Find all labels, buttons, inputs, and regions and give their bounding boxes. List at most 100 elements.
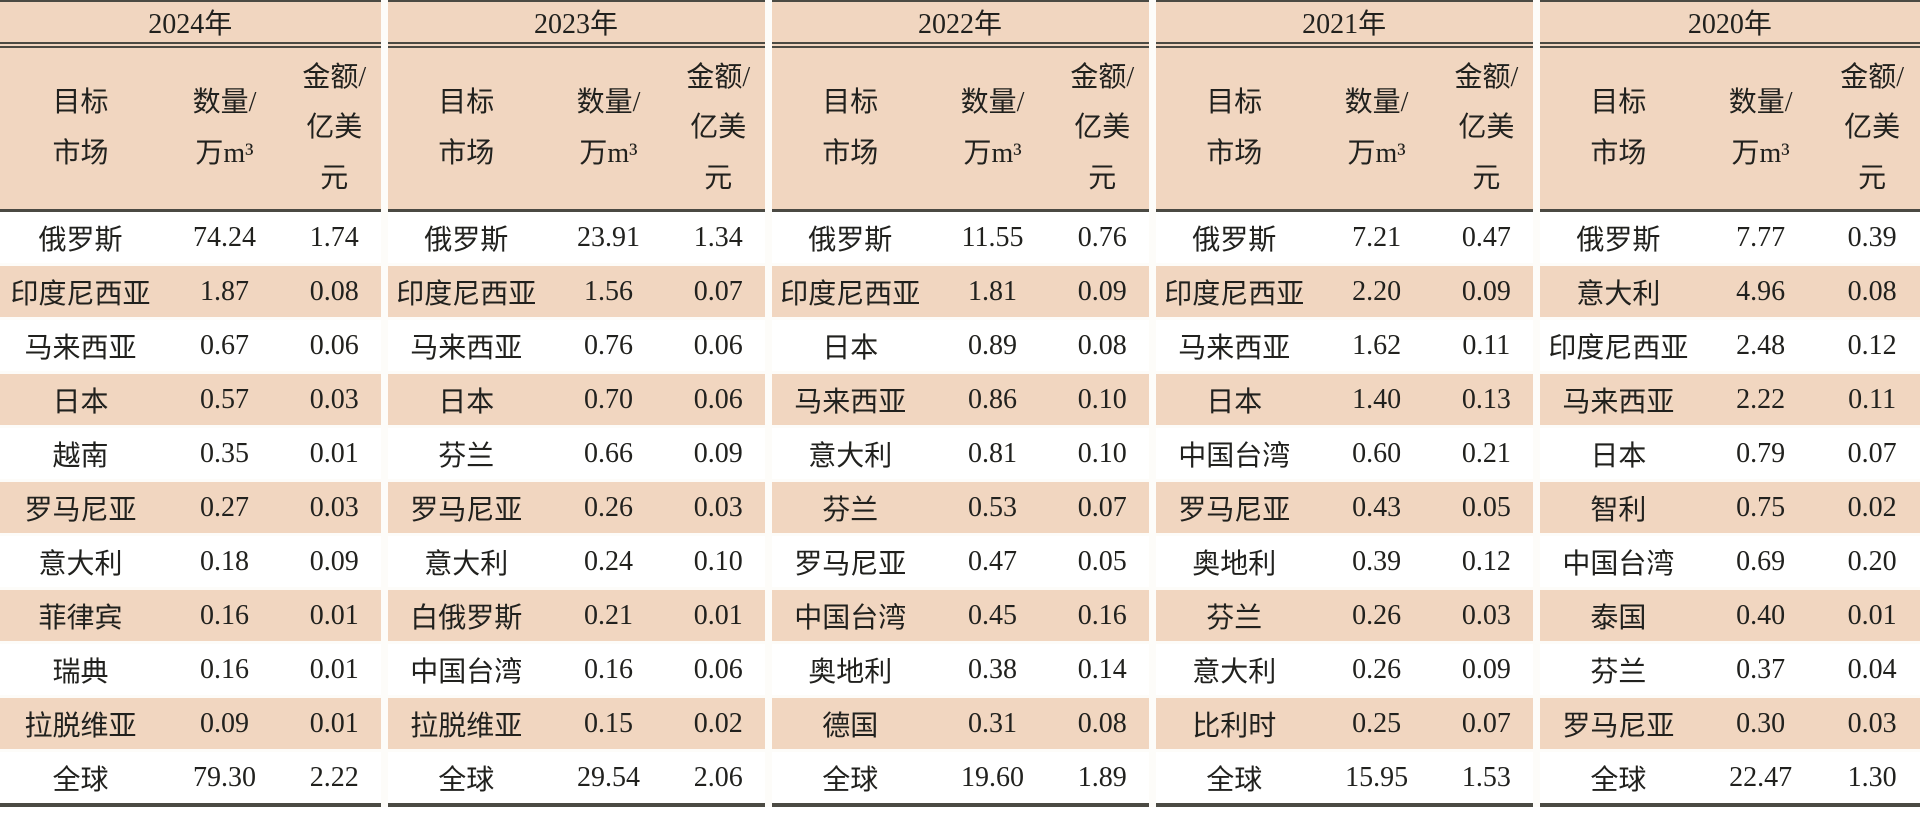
cell-qty: 0.26 <box>545 479 672 535</box>
col-header-quantity: 数量/ 万m³ <box>545 45 672 212</box>
cell-market: 俄罗斯 <box>1148 209 1314 265</box>
cell-amt: 0.09 <box>672 425 769 481</box>
cell-market: 印度尼西亚 <box>380 263 545 319</box>
cell-market: 意大利 <box>0 533 161 589</box>
cell-market: 俄罗斯 <box>0 209 161 265</box>
cell-amt: 0.39 <box>1824 209 1920 265</box>
col-header-amount: 金额/ 亿美 元 <box>288 45 384 212</box>
col-header-amount: 金额/ 亿美 元 <box>672 45 769 212</box>
cell-qty: 0.76 <box>545 317 672 373</box>
cell-amt: 0.06 <box>288 317 384 373</box>
cell-qty: 0.27 <box>161 479 288 535</box>
year-header-row: 2024年 2023年 2022年 2021年 2020年 <box>0 1 1920 48</box>
cell-qty: 2.48 <box>1697 317 1825 373</box>
cell-market: 日本 <box>1532 425 1698 481</box>
cell-qty: 0.35 <box>161 425 288 481</box>
cell-market: 智利 <box>1532 479 1698 535</box>
cell-amt: 0.03 <box>288 371 384 427</box>
cell-market: 印度尼西亚 <box>764 263 930 319</box>
table-row: 瑞典 0.16 0.01 中国台湾 0.16 0.06 奥地利 0.38 0.14 意大利 0.26… <box>0 641 1920 697</box>
col-header-amount: 金额/ 亿美 元 <box>1056 45 1153 212</box>
cell-market: 瑞典 <box>0 641 161 697</box>
cell-qty: 0.47 <box>929 533 1057 589</box>
cell-amt: 0.14 <box>1056 641 1153 697</box>
cell-qty: 0.37 <box>1697 641 1825 697</box>
cell-market: 罗马尼亚 <box>0 479 161 535</box>
cell-qty: 0.67 <box>161 317 288 373</box>
cell-amt: 0.01 <box>288 425 384 481</box>
cell-qty: 0.39 <box>1313 533 1441 589</box>
cell-market: 奥地利 <box>764 641 930 697</box>
cell-amt: 0.07 <box>1824 425 1920 481</box>
cell-amt: 2.22 <box>288 749 384 805</box>
cell-qty: 0.43 <box>1313 479 1441 535</box>
cell-amt: 1.34 <box>672 209 769 265</box>
cell-amt: 0.21 <box>1440 425 1537 481</box>
cell-amt: 0.16 <box>1056 587 1153 643</box>
cell-amt: 0.07 <box>672 263 769 319</box>
cell-market: 俄罗斯 <box>764 209 930 265</box>
cell-qty: 7.21 <box>1313 209 1441 265</box>
cell-amt: 0.01 <box>1824 587 1920 643</box>
cell-amt: 0.03 <box>288 479 384 535</box>
cell-amt: 0.08 <box>1824 263 1920 319</box>
cell-qty: 0.40 <box>1697 587 1825 643</box>
cell-market: 印度尼西亚 <box>0 263 161 319</box>
table-row: 越南 0.35 0.01 芬兰 0.66 0.09 意大利 0.81 0.10 中国台湾 0.60 0… <box>0 425 1920 481</box>
table-row: 马来西亚 0.67 0.06 马来西亚 0.76 0.06 日本 0.89 0.08 马来西亚 1.… <box>0 317 1920 373</box>
cell-amt: 0.12 <box>1824 317 1920 373</box>
col-header-quantity: 数量/ 万m³ <box>929 45 1057 212</box>
col-header-quantity: 数量/ 万m³ <box>1697 45 1825 212</box>
cell-amt: 2.06 <box>672 749 769 805</box>
cell-market: 马来西亚 <box>764 371 930 427</box>
cell-amt: 0.13 <box>1440 371 1537 427</box>
cell-amt: 0.03 <box>1824 695 1920 751</box>
cell-amt: 0.04 <box>1824 641 1920 697</box>
cell-qty: 7.77 <box>1697 209 1825 265</box>
cell-market: 印度尼西亚 <box>1532 317 1698 373</box>
table-row: 菲律宾 0.16 0.01 白俄罗斯 0.21 0.01 中国台湾 0.45 0.16 芬兰 0.2… <box>0 587 1920 643</box>
cell-amt: 0.06 <box>672 371 769 427</box>
cell-market: 马来西亚 <box>380 317 545 373</box>
cell-amt: 1.89 <box>1056 749 1153 805</box>
cell-market: 日本 <box>1148 371 1314 427</box>
table-row: 拉脱维亚 0.09 0.01 拉脱维亚 0.15 0.02 德国 0.31 0.08 比利时 0.2… <box>0 695 1920 751</box>
table-row: 俄罗斯 74.24 1.74 俄罗斯 23.91 1.34 俄罗斯 11.55 0.76 俄罗斯 7… <box>0 209 1920 265</box>
col-header-target-market: 目标 市场 <box>0 45 161 212</box>
cell-qty: 0.79 <box>1697 425 1825 481</box>
cell-amt: 0.12 <box>1440 533 1537 589</box>
cell-amt: 0.09 <box>1056 263 1153 319</box>
cell-qty: 4.96 <box>1697 263 1825 319</box>
cell-market: 芬兰 <box>764 479 930 535</box>
cell-market: 白俄罗斯 <box>380 587 545 643</box>
cell-qty: 0.30 <box>1697 695 1825 751</box>
cell-market: 越南 <box>0 425 161 481</box>
cell-amt: 0.01 <box>288 641 384 697</box>
cell-amt: 0.02 <box>1824 479 1920 535</box>
cell-amt: 0.05 <box>1440 479 1537 535</box>
cell-market: 泰国 <box>1532 587 1698 643</box>
cell-market: 拉脱维亚 <box>380 695 545 751</box>
col-header-quantity: 数量/ 万m³ <box>1313 45 1441 212</box>
cell-amt: 1.30 <box>1824 749 1920 805</box>
cell-market: 罗马尼亚 <box>764 533 930 589</box>
cell-qty: 1.62 <box>1313 317 1441 373</box>
cell-amt: 0.07 <box>1440 695 1537 751</box>
cell-amt: 1.74 <box>288 209 384 265</box>
cell-amt: 0.03 <box>672 479 769 535</box>
cell-market: 芬兰 <box>380 425 545 481</box>
cell-qty: 79.30 <box>161 749 288 805</box>
cell-market: 中国台湾 <box>1532 533 1698 589</box>
year-label-2024: 2024年 <box>0 1 384 48</box>
cell-qty: 1.87 <box>161 263 288 319</box>
year-label-2020: 2020年 <box>1532 1 1920 48</box>
cell-market: 意大利 <box>764 425 930 481</box>
cell-qty: 0.16 <box>161 587 288 643</box>
cell-amt: 0.09 <box>288 533 384 589</box>
cell-market: 马来西亚 <box>1148 317 1314 373</box>
cell-qty: 0.26 <box>1313 587 1441 643</box>
cell-qty: 0.75 <box>1697 479 1825 535</box>
cell-qty: 2.20 <box>1313 263 1441 319</box>
